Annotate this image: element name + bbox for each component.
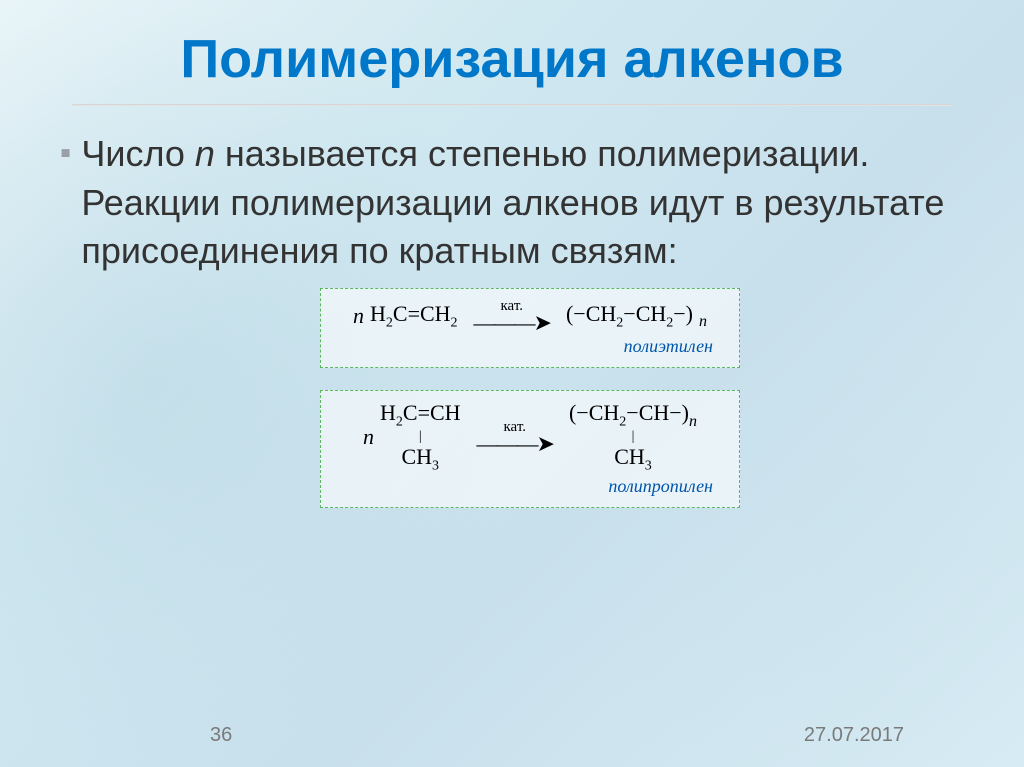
eq1-reactant: H2C=CH2 <box>370 301 458 331</box>
equation-2-line: n H2C=CH | CH3 кат. ———➤ (−CH2−CH−)n | C… <box>339 401 721 474</box>
equation-2: n H2C=CH | CH3 кат. ———➤ (−CH2−CH−)n | C… <box>320 390 740 508</box>
footer: 36 27.07.2017 <box>0 724 1024 747</box>
eq2-label: полипропилен <box>339 476 721 497</box>
eq1-prefix: n <box>353 303 364 329</box>
equations-container: n H2C=CH2 кат. ———➤ (−CH2−CH2−) n полиэт… <box>320 288 964 530</box>
eq2-reactant-col: H2C=CH | CH3 <box>380 401 461 474</box>
body-paragraph: Число n называется степенью полимеризаци… <box>81 130 964 276</box>
page-number: 36 <box>210 724 232 747</box>
equation-1: n H2C=CH2 кат. ———➤ (−CH2−CH2−) n полиэт… <box>320 288 740 368</box>
eq1-label: полиэтилен <box>339 336 721 357</box>
eq2-reactant-bottom: CH3 <box>401 445 439 474</box>
footer-date: 27.07.2017 <box>804 724 904 747</box>
content-area: ▪ Число n называется степенью полимериза… <box>0 106 1024 530</box>
eq2-product-bottom: CH3 <box>614 445 652 474</box>
eq2-product-col: (−CH2−CH−)n | CH3 <box>569 401 697 474</box>
arrow-icon: ———➤ <box>477 433 553 455</box>
equation-1-line: n H2C=CH2 кат. ———➤ (−CH2−CH2−) n <box>339 299 721 334</box>
eq1-product: (−CH2−CH2−) <box>566 301 693 331</box>
bullet-row: ▪ Число n называется степенью полимериза… <box>60 130 964 276</box>
arrow-icon: ———➤ <box>474 312 550 334</box>
eq2-suffix: n <box>689 413 697 430</box>
bullet-icon: ▪ <box>60 130 71 175</box>
slide-title: Полимеризация алкенов <box>0 0 1024 90</box>
eq2-product-top: (−CH2−CH−) <box>569 400 689 425</box>
reaction-arrow-2: кат. ———➤ <box>477 420 553 455</box>
eq1-suffix: n <box>699 313 707 331</box>
reaction-arrow-1: кат. ———➤ <box>474 299 550 334</box>
eq2-reactant-top: H2C=CH <box>380 401 461 430</box>
eq2-prefix: n <box>363 424 374 450</box>
